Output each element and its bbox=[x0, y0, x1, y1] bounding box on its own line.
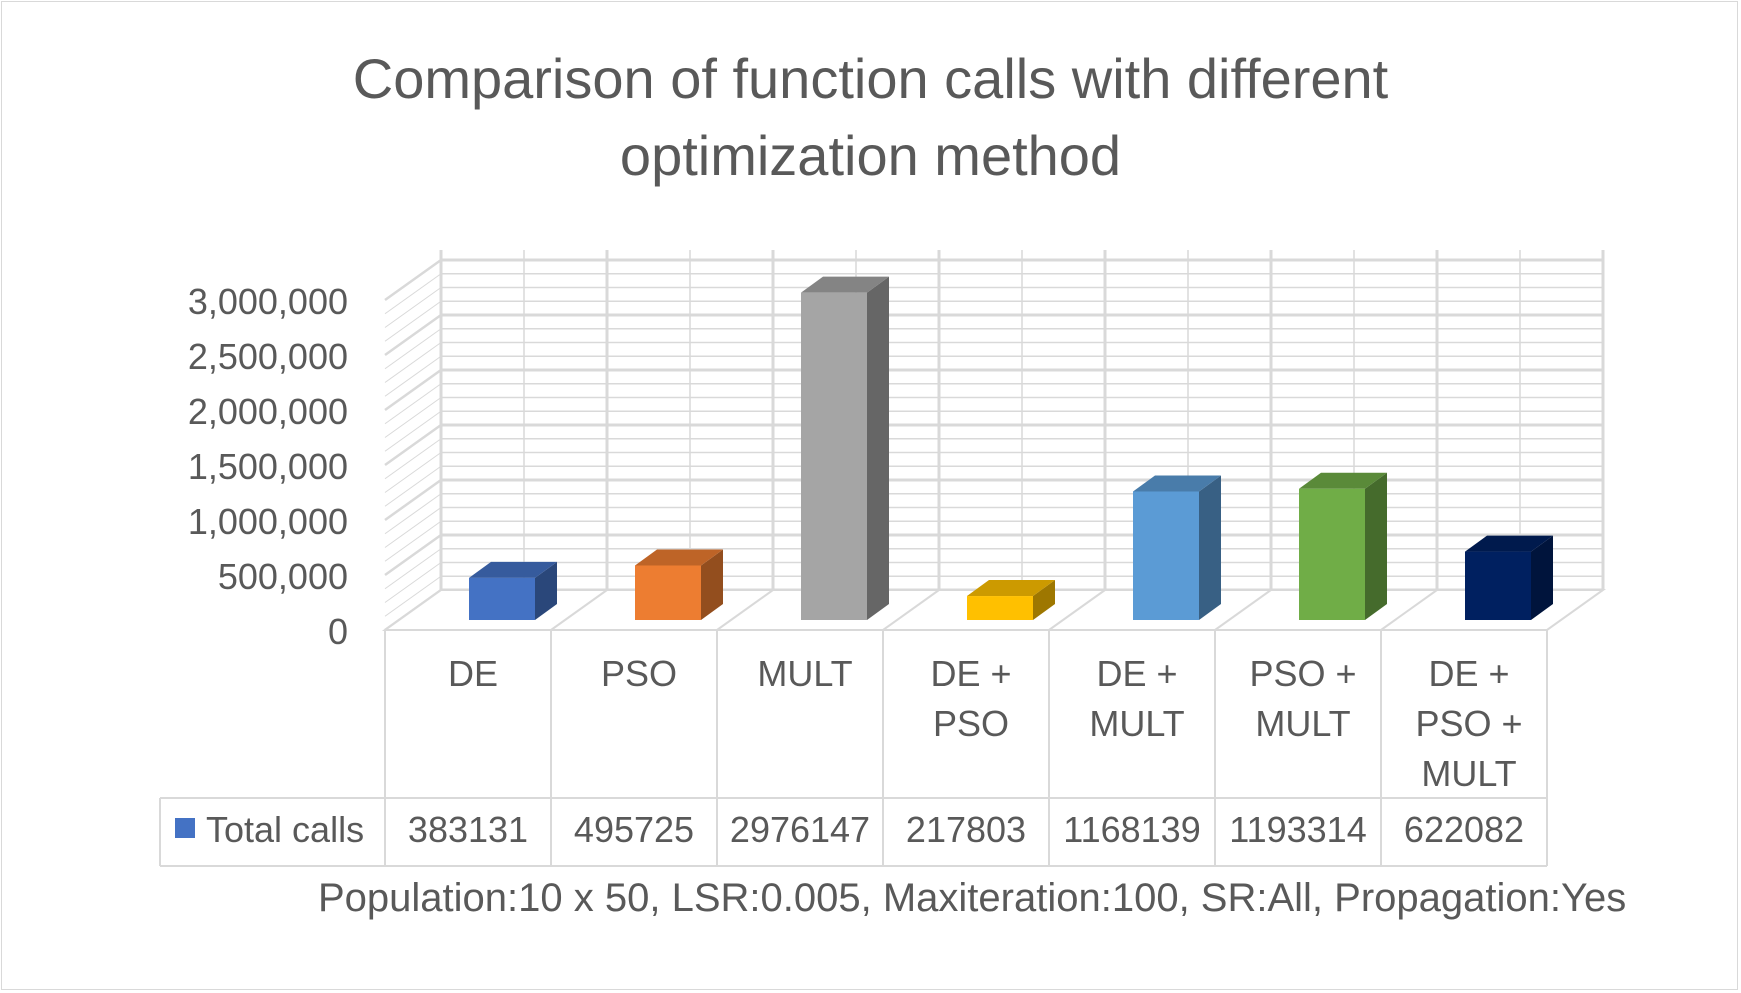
side-gridline bbox=[384, 410, 442, 452]
y-tick-label: 500,000 bbox=[218, 556, 348, 597]
bar-side bbox=[1531, 535, 1553, 620]
x-category-label: MULT bbox=[1089, 703, 1184, 744]
side-gridline bbox=[384, 300, 442, 342]
table-value: 1168139 bbox=[1063, 809, 1200, 850]
side-gridline bbox=[384, 520, 442, 562]
y-tick-label: 2,500,000 bbox=[188, 336, 348, 377]
bar-top bbox=[1465, 535, 1553, 552]
x-category-label: DE + bbox=[930, 653, 1011, 694]
y-tick-label: 1,000,000 bbox=[188, 501, 348, 542]
side-gridline bbox=[384, 313, 442, 357]
x-category-label: MULT bbox=[757, 653, 852, 694]
legend-key bbox=[175, 818, 195, 838]
chart-title: Comparison of function calls with differ… bbox=[0, 40, 1741, 194]
table-value: 1193314 bbox=[1229, 809, 1366, 850]
bar-side bbox=[1365, 472, 1387, 620]
bar-top bbox=[469, 561, 557, 578]
side-gridline bbox=[384, 438, 442, 480]
bar-side bbox=[1033, 580, 1055, 620]
table-value: 2976147 bbox=[730, 809, 870, 850]
side-gridline bbox=[384, 342, 442, 383]
side-gridline bbox=[384, 287, 442, 328]
side-gridline bbox=[384, 575, 442, 617]
floor-divider bbox=[882, 589, 940, 631]
bar bbox=[1133, 491, 1199, 620]
x-category-label: MULT bbox=[1255, 703, 1350, 744]
x-category-label: DE + bbox=[1428, 653, 1509, 694]
bar bbox=[469, 577, 535, 620]
x-category-label: MULT bbox=[1421, 753, 1516, 794]
floor-divider bbox=[1048, 589, 1106, 631]
y-tick-label: 1,500,000 bbox=[188, 446, 348, 487]
bar-top bbox=[967, 580, 1055, 597]
x-category-label: PSO bbox=[933, 703, 1009, 744]
side-gridline bbox=[384, 397, 442, 438]
bar-top bbox=[1133, 475, 1221, 492]
bar-top bbox=[801, 276, 889, 293]
bar bbox=[967, 596, 1033, 620]
table-value: 217803 bbox=[906, 809, 1026, 850]
bar bbox=[635, 565, 701, 620]
bar-side bbox=[701, 549, 723, 620]
table-value: 622082 bbox=[1404, 809, 1524, 850]
y-tick-label: 2,000,000 bbox=[188, 391, 348, 432]
x-category-label: PSO + bbox=[1415, 703, 1522, 744]
bar-top bbox=[1299, 472, 1387, 489]
bar-side bbox=[867, 276, 889, 620]
bar-side bbox=[535, 561, 557, 620]
legend-series-name: Total calls bbox=[206, 809, 364, 850]
side-gridline bbox=[384, 562, 442, 603]
side-gridline bbox=[384, 355, 442, 397]
side-gridline bbox=[384, 548, 442, 590]
y-tick-label: 3,000,000 bbox=[188, 281, 348, 322]
side-gridline bbox=[384, 423, 442, 467]
side-gridline bbox=[384, 368, 442, 412]
table-value: 383131 bbox=[408, 809, 528, 850]
bar bbox=[801, 292, 867, 620]
floor-divider bbox=[1214, 589, 1272, 631]
x-category-label: PSO + bbox=[1249, 653, 1356, 694]
chart-footnote: Population:10 x 50, LSR:0.005, Maxiterat… bbox=[318, 876, 1627, 920]
bar-side bbox=[1199, 475, 1221, 620]
side-gridline bbox=[384, 478, 442, 522]
floor-divider bbox=[716, 589, 774, 631]
bar bbox=[1299, 488, 1365, 620]
x-category-label: PSO bbox=[601, 653, 677, 694]
side-gridline bbox=[384, 273, 442, 315]
floor-divider bbox=[1380, 589, 1438, 631]
x-category-label: DE + bbox=[1096, 653, 1177, 694]
side-gridline bbox=[384, 465, 442, 507]
chart-title-line-2: optimization method bbox=[619, 124, 1122, 187]
side-gridline bbox=[384, 452, 442, 493]
side-gridline bbox=[384, 383, 442, 425]
side-gridline bbox=[384, 493, 442, 535]
side-gridline bbox=[384, 328, 442, 370]
table-value: 495725 bbox=[574, 809, 694, 850]
side-gridline bbox=[384, 507, 442, 548]
floor-divider bbox=[550, 589, 608, 631]
y-tick-label: 0 bbox=[328, 611, 348, 652]
bar-top bbox=[635, 549, 723, 566]
bar bbox=[1465, 551, 1531, 620]
chart-title-line-1: Comparison of function calls with differ… bbox=[352, 47, 1389, 110]
side-gridline bbox=[384, 533, 442, 577]
side-gridline bbox=[384, 258, 442, 302]
x-category-label: DE bbox=[448, 653, 498, 694]
